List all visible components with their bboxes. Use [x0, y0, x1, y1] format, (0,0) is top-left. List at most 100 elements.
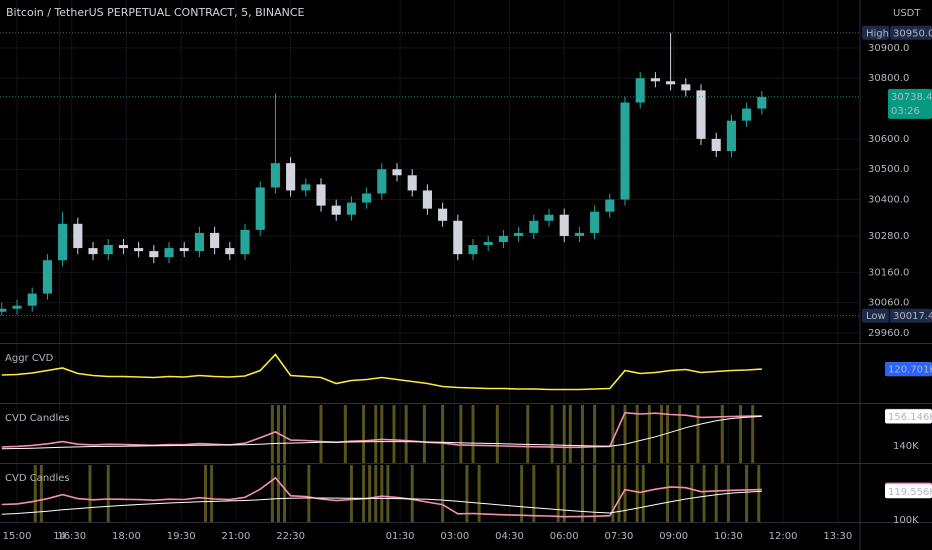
last-price-badge [888, 88, 932, 119]
indicator-line [1, 490, 762, 515]
highlight-stripe [441, 465, 445, 522]
extreme-name-box [862, 308, 889, 323]
candle-body [590, 211, 600, 233]
highlight-stripe [33, 465, 37, 522]
candle-body [316, 184, 326, 206]
highlight-stripe [39, 465, 43, 522]
candle-body [58, 223, 68, 261]
candle-body [88, 248, 98, 255]
candle-body [346, 202, 356, 215]
highlight-stripe [404, 405, 408, 463]
candle-body [422, 190, 432, 209]
indicator-line [1, 353, 762, 391]
y-tick-label: 100K [893, 515, 919, 526]
highlight-stripe [562, 405, 566, 463]
candle-body [27, 293, 37, 306]
highlight-stripe [368, 465, 372, 522]
candle-body [362, 193, 372, 203]
candle-body [696, 90, 706, 139]
highlight-stripe [532, 465, 536, 522]
candle-body [255, 187, 265, 230]
price-unit: USDT [893, 8, 921, 19]
candle-body [149, 251, 159, 258]
highlight-stripe [465, 465, 469, 522]
y-tick-label: 29960.0 [868, 328, 909, 339]
highlight-stripe [283, 465, 287, 522]
y-tick-label: 140K [893, 441, 919, 452]
candle-body [468, 245, 478, 255]
highlight-stripe [526, 405, 530, 463]
pane-title: CVD Candles [5, 413, 70, 424]
highlight-stripe [362, 405, 366, 463]
x-tick-label: 01:30 [386, 531, 415, 542]
candle-body [286, 163, 296, 191]
x-tick-label: 12:00 [769, 531, 798, 542]
x-tick-label: 06:00 [550, 531, 579, 542]
extreme-value: 30017.4 [893, 311, 932, 322]
x-tick-label: 10:30 [714, 531, 743, 542]
highlight-stripe [678, 465, 682, 522]
candle-body [118, 245, 128, 249]
candle-body [453, 220, 463, 255]
axes: 15:00 16:30 18:00 19:30 21:00 22:30 14 01:30 03:… [3, 25, 932, 542]
highlight-stripe [623, 465, 627, 522]
y-tick-label: 30500.0 [868, 164, 909, 175]
highlight-stripe [422, 405, 426, 463]
pane-title: Aggr CVD [5, 353, 54, 364]
highlight-stripe [696, 405, 700, 463]
candle-body [12, 305, 22, 309]
highlight-stripe [550, 405, 554, 463]
highlight-stripe [757, 465, 761, 522]
candle-body [377, 169, 387, 194]
highlight-stripe [374, 465, 378, 522]
highlight-stripe [641, 465, 645, 522]
highlight-stripe [307, 465, 311, 522]
candle-body [134, 248, 144, 252]
highlight-stripe [362, 465, 366, 522]
highlight-stripe [617, 465, 621, 522]
candle-body [726, 120, 736, 152]
candle-body [574, 232, 584, 236]
highlight-stripe [659, 405, 663, 463]
highlight-stripe [520, 465, 524, 522]
extreme-name: High [866, 28, 889, 39]
x-tick-label: 21:00 [221, 531, 250, 542]
x-tick-label: 14 [53, 531, 66, 542]
last-price-label: 30738.4 [891, 92, 932, 103]
y-tick-label: 30280.0 [868, 231, 909, 242]
highlight-stripe [739, 405, 743, 463]
highlight-stripe [568, 405, 572, 463]
pane-title: CVD Candles [5, 473, 70, 484]
highlight-stripe [276, 465, 280, 522]
candle-body [194, 232, 204, 252]
highlight-stripe [392, 405, 396, 463]
highlight-stripe [666, 405, 670, 463]
x-tick-label: 16:30 [57, 531, 86, 542]
candle-body [605, 199, 615, 212]
highlight-stripe [666, 465, 670, 522]
highlight-stripe [410, 465, 414, 522]
highlight-stripe [556, 465, 560, 522]
candle-body [635, 78, 645, 103]
candle-body [103, 245, 113, 255]
highlight-stripe [374, 405, 378, 463]
y-tick-label: 30160.0 [868, 267, 909, 278]
highlight-stripe [380, 405, 384, 463]
candle-body [650, 78, 660, 82]
highlight-stripe [471, 405, 475, 463]
candle-body [483, 242, 493, 246]
y-tick-label: 30800.0 [868, 73, 909, 84]
highlight-stripe [611, 405, 615, 463]
highlight-stripe [319, 405, 323, 463]
candle-body [179, 248, 189, 252]
plots [0, 32, 860, 518]
highlight-stripe [678, 405, 682, 463]
extreme-value-box [890, 25, 932, 40]
highlight-stripe [635, 465, 639, 522]
candle-body [544, 214, 554, 221]
highlight-stripe [714, 465, 718, 522]
highlight-stripe [380, 465, 384, 522]
highlight-stripe [647, 405, 651, 463]
value-badge [885, 484, 932, 499]
